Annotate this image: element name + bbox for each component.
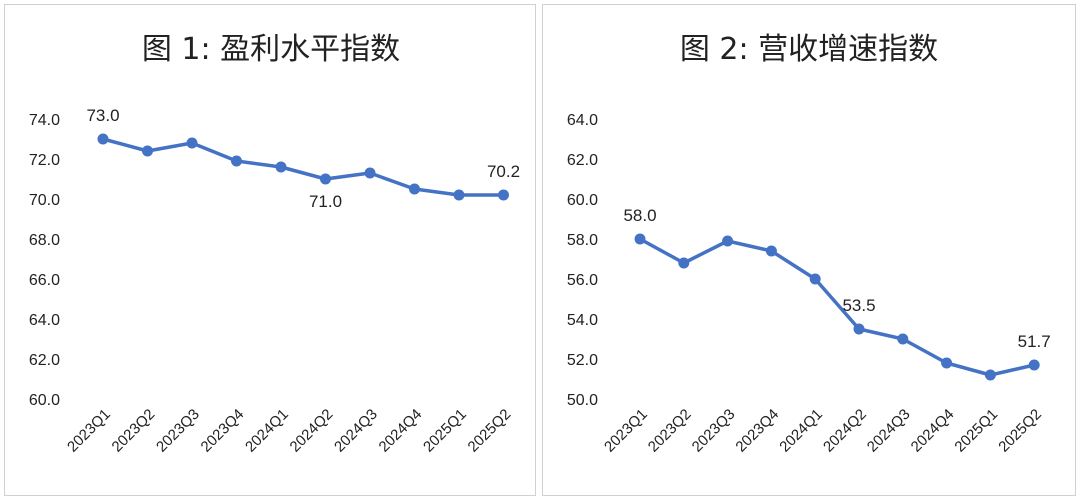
revenue-data-point	[984, 369, 996, 381]
revenue-y-tick-label: 62.0	[567, 152, 598, 169]
profit-x-tick-label: 2024Q4	[376, 406, 426, 456]
revenue-chart-title: 图 2: 营收增速指数	[680, 32, 938, 67]
profit-y-tick-label: 72.0	[29, 152, 60, 169]
profit-data-point	[453, 189, 465, 201]
revenue-x-tick-label: 2023Q3	[689, 406, 739, 456]
profit-data-point	[186, 137, 198, 149]
revenue-x-tick-label: 2025Q1	[951, 406, 1001, 456]
revenue-data-point	[941, 357, 953, 369]
profit-index-chart: 图 1: 盈利水平指数 60.0 62.0 64.0 66.0 68.0 70.0 72.0 7…	[29, 32, 520, 456]
profit-data-point	[364, 167, 376, 179]
revenue-y-tick-label: 50.0	[567, 392, 598, 409]
profit-x-tick-label: 2025Q2	[465, 406, 515, 456]
profit-data-point	[275, 161, 287, 173]
profit-x-tick-label: 2024Q3	[331, 406, 381, 456]
revenue-data-label: 51.7	[1018, 332, 1051, 351]
profit-y-tick-label: 74.0	[29, 112, 60, 129]
profit-x-tick-label: 2023Q1	[64, 406, 114, 456]
profit-x-tick-label: 2025Q1	[420, 406, 470, 456]
profit-y-tick-label: 60.0	[29, 392, 60, 409]
profit-x-tick-label: 2023Q4	[198, 406, 248, 456]
revenue-y-tick-label: 58.0	[567, 232, 598, 249]
profit-data-point	[320, 173, 331, 185]
profit-x-tick-label: 2023Q3	[153, 406, 203, 456]
revenue-y-tick-label: 64.0	[567, 112, 598, 129]
revenue-data-point	[853, 323, 865, 335]
revenue-data-point	[1028, 359, 1040, 371]
revenue-y-tick-label: 52.0	[567, 352, 598, 369]
revenue-y-tick-label: 54.0	[567, 312, 598, 329]
profit-data-point	[409, 183, 420, 195]
revenue-series-line	[638, 237, 1036, 377]
revenue-x-tick-label: 2024Q4	[908, 406, 958, 456]
revenue-x-tick-label: 2024Q1	[776, 406, 826, 456]
revenue-x-tick-label: 2023Q4	[732, 406, 782, 456]
profit-x-tick-label: 2024Q2	[287, 406, 337, 456]
chart-panel-profit: 图 1: 盈利水平指数 60.0 62.0 64.0 66.0 68.0 70.0 72.0 7…	[4, 4, 536, 496]
profit-data-label: 70.2	[487, 162, 520, 181]
revenue-x-tick-label: 2024Q2	[820, 406, 870, 456]
profit-y-tick-label: 70.0	[29, 192, 60, 209]
revenue-data-label: 53.5	[842, 296, 875, 315]
profit-y-tick-label: 64.0	[29, 312, 60, 329]
revenue-growth-chart: 图 2: 营收增速指数 50.0 52.0 54.0 56.0 58.0 60.0 62.0 6…	[567, 32, 1051, 456]
revenue-x-tick-label: 2024Q3	[864, 406, 914, 456]
profit-data-label: 73.0	[86, 106, 119, 125]
revenue-data-point	[765, 245, 777, 257]
revenue-y-tick-label: 56.0	[567, 272, 598, 289]
revenue-data-point	[897, 333, 909, 345]
profit-chart-title: 图 1: 盈利水平指数	[142, 32, 400, 67]
revenue-data-point	[722, 235, 734, 247]
profit-y-tick-label: 62.0	[29, 352, 60, 369]
revenue-data-point	[678, 257, 690, 269]
profit-data-point	[498, 189, 509, 201]
profit-data-point	[97, 133, 109, 145]
revenue-y-tick-label: 60.0	[567, 192, 598, 209]
revenue-x-tick-label: 2025Q2	[995, 406, 1045, 456]
profit-x-tick-label: 2024Q1	[242, 406, 292, 456]
profit-y-tick-label: 68.0	[29, 232, 60, 249]
revenue-x-tick-label: 2023Q1	[601, 406, 651, 456]
revenue-data-point	[809, 273, 821, 285]
profit-series-line	[101, 137, 506, 197]
profit-data-point	[231, 155, 242, 167]
profit-data-point	[142, 145, 153, 157]
profit-y-tick-label: 66.0	[29, 272, 60, 289]
profit-x-tick-label: 2023Q2	[109, 406, 159, 456]
revenue-x-tick-label: 2023Q2	[645, 406, 695, 456]
revenue-data-label: 58.0	[623, 206, 656, 225]
profit-data-label: 71.0	[309, 192, 342, 211]
chart-panel-revenue: 图 2: 营收增速指数 50.0 52.0 54.0 56.0 58.0 60.0 62.0 6…	[542, 4, 1076, 496]
revenue-data-point	[634, 233, 646, 245]
